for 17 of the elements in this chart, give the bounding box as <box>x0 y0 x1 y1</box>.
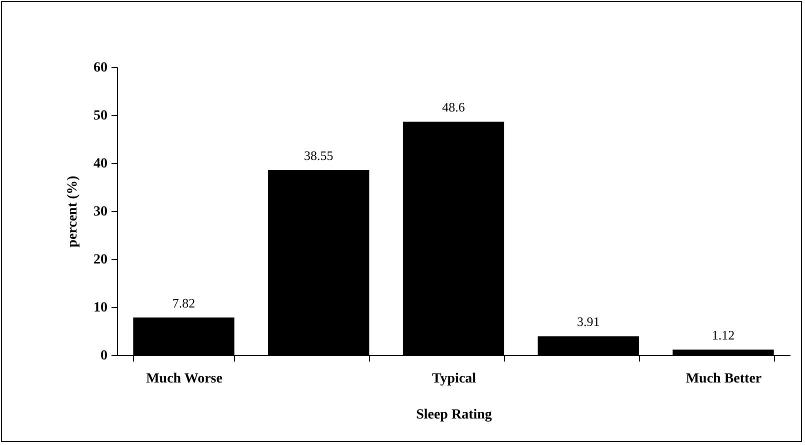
y-tick-label: 40 <box>94 156 108 172</box>
y-tick-label: 10 <box>94 300 108 316</box>
x-tick-label: Much Worse <box>146 372 222 386</box>
y-tick-label: 30 <box>94 204 108 220</box>
y-axis-title: percent (%) <box>66 175 80 248</box>
y-tick-label: 0 <box>100 348 108 364</box>
x-tick-label: Typical <box>432 372 476 386</box>
y-tick-label: 50 <box>94 108 108 124</box>
data-label: 48.6 <box>442 100 466 115</box>
data-label: 1.12 <box>712 328 735 343</box>
x-axis-title: Sleep Rating <box>416 408 492 422</box>
y-tick-label: 20 <box>94 252 108 268</box>
x-tick-label: Much Better <box>686 372 762 386</box>
y-tick-label: 60 <box>94 60 108 76</box>
data-label: 7.82 <box>172 295 196 310</box>
data-label: 3.91 <box>576 314 600 330</box>
data-label: 38.55 <box>304 148 334 163</box>
